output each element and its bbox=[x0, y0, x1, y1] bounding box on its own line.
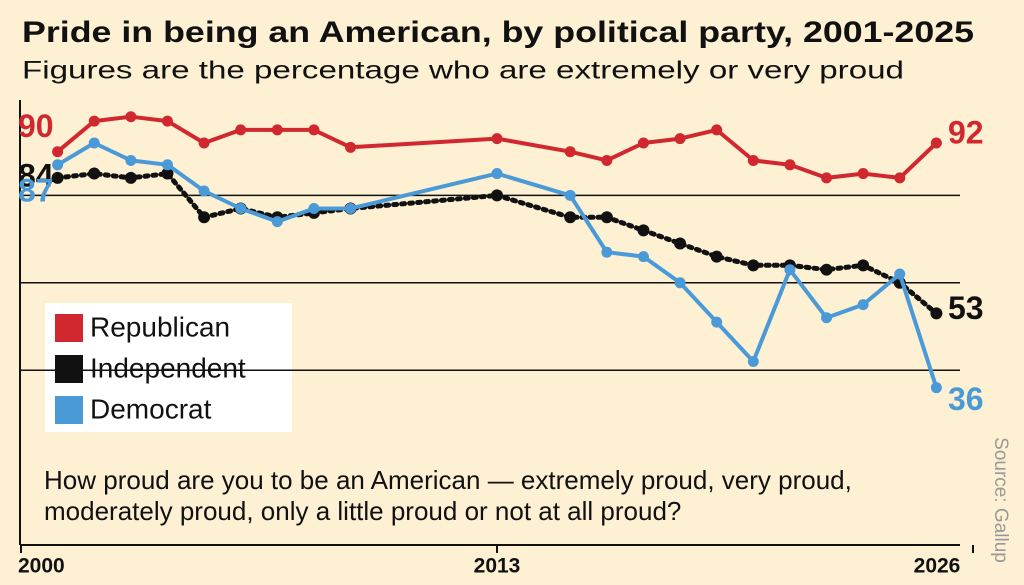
point bbox=[821, 312, 833, 324]
point bbox=[52, 159, 64, 171]
point bbox=[674, 277, 686, 289]
point bbox=[491, 189, 503, 202]
point bbox=[198, 137, 210, 149]
point bbox=[601, 246, 613, 258]
point bbox=[124, 171, 137, 184]
point bbox=[674, 237, 687, 250]
point bbox=[125, 111, 137, 123]
point bbox=[271, 216, 283, 228]
point bbox=[345, 141, 357, 153]
point bbox=[161, 115, 173, 127]
point bbox=[711, 316, 723, 328]
point bbox=[600, 211, 613, 224]
point bbox=[51, 171, 64, 184]
point bbox=[161, 167, 174, 180]
start-label: 90 bbox=[18, 108, 54, 144]
point bbox=[747, 154, 759, 166]
point bbox=[857, 299, 869, 311]
start-label: 84 bbox=[18, 157, 54, 193]
point bbox=[674, 133, 686, 145]
point bbox=[857, 259, 870, 272]
question: How proud are you to be an American — ex… bbox=[44, 465, 852, 526]
source: Source: Gallup bbox=[990, 437, 1011, 563]
point bbox=[894, 172, 906, 184]
point bbox=[198, 185, 210, 197]
point bbox=[784, 159, 796, 171]
point bbox=[491, 133, 503, 145]
point bbox=[711, 124, 723, 136]
legend-label: Independent bbox=[90, 352, 246, 383]
point bbox=[88, 115, 100, 127]
point bbox=[198, 211, 211, 224]
point bbox=[564, 146, 576, 158]
point bbox=[784, 264, 796, 276]
legend-label: Democrat bbox=[90, 393, 212, 424]
point bbox=[857, 168, 869, 180]
x-tick-label: 2000 bbox=[18, 555, 65, 578]
end-label: 53 bbox=[948, 290, 984, 326]
point bbox=[52, 146, 64, 158]
point bbox=[747, 355, 759, 367]
legend-swatch bbox=[55, 355, 83, 383]
point bbox=[930, 137, 942, 149]
point bbox=[637, 137, 649, 149]
point bbox=[564, 211, 577, 224]
point bbox=[308, 124, 320, 136]
point bbox=[637, 251, 649, 263]
chart-title: Pride in being an American, by political… bbox=[22, 16, 974, 49]
point bbox=[821, 172, 833, 184]
point bbox=[930, 307, 943, 320]
point bbox=[930, 382, 942, 394]
point bbox=[308, 203, 320, 215]
point bbox=[491, 168, 503, 180]
point bbox=[747, 259, 760, 272]
legend-label: Republican bbox=[90, 311, 230, 342]
legend-swatch bbox=[55, 396, 83, 424]
x-tick-label: 2013 bbox=[474, 555, 521, 578]
point bbox=[88, 167, 101, 180]
point bbox=[235, 124, 247, 136]
point bbox=[235, 203, 247, 215]
point bbox=[564, 189, 576, 201]
point bbox=[271, 124, 283, 136]
point bbox=[88, 137, 100, 149]
legend-box bbox=[45, 303, 292, 432]
point bbox=[161, 159, 173, 171]
point bbox=[601, 154, 613, 166]
chart-subtitle: Figures are the percentage who are extre… bbox=[22, 57, 904, 85]
point bbox=[345, 203, 357, 215]
point bbox=[894, 268, 906, 280]
start-label: 87 bbox=[18, 172, 54, 208]
end-label: 36 bbox=[948, 381, 984, 417]
x-tick-label: 2026 bbox=[914, 555, 961, 578]
point bbox=[710, 250, 723, 263]
point bbox=[125, 154, 137, 166]
point bbox=[637, 224, 650, 237]
end-label: 92 bbox=[948, 114, 984, 150]
legend-swatch bbox=[55, 314, 83, 342]
point bbox=[820, 263, 833, 276]
